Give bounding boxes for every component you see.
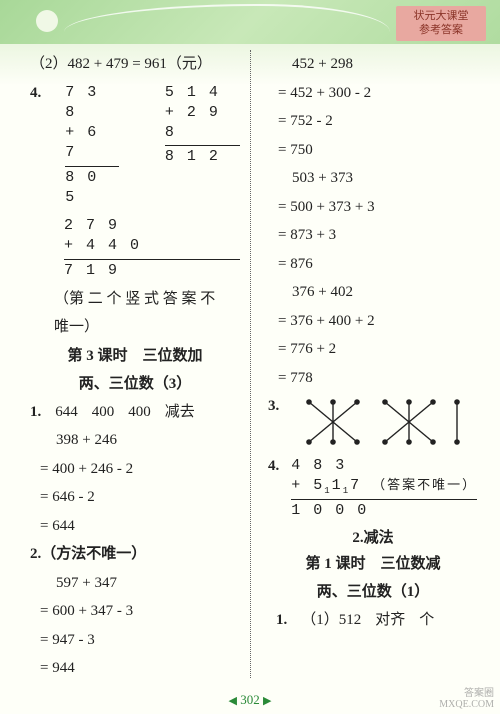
vcalc-rule: 8 1 2 <box>165 145 240 167</box>
vertical-calc-pair: 7 3 8 + 6 7 8 0 5 5 1 4 + 2 9 8 8 1 2 <box>47 79 240 213</box>
note-line1: （第 二 个 竖 式 答 案 不 <box>30 285 240 314</box>
q4-label: 4. <box>30 79 41 108</box>
q1-val: 400 <box>92 398 115 427</box>
section2-heading2: 第 1 课时 三位数减 <box>268 552 478 576</box>
q1r-label: 1. <box>276 606 287 635</box>
footer-tri-right-icon: ▶ <box>263 695 271 707</box>
eqC-start: 452 + 298 <box>268 50 478 79</box>
column-divider <box>250 50 251 678</box>
eqA-start: 398 + 246 <box>30 426 240 455</box>
q4r-label: 4. <box>268 452 279 481</box>
left-column: （2）482 + 479 = 961（元） 4. 7 3 8 + 6 7 8 0… <box>0 50 254 684</box>
eqB-start: 597 + 347 <box>30 569 240 598</box>
vcalc-rule: 1 0 0 0 <box>291 499 477 521</box>
q4r-note: （答案不唯一） <box>372 478 477 493</box>
eqE-step: = 778 <box>268 364 478 393</box>
vcalc-row: + 2 9 8 <box>165 103 240 144</box>
q3-row: 3. <box>268 392 478 452</box>
vcalc-row: + 4 4 0 <box>64 236 240 256</box>
carry-digit: 1 <box>343 486 350 496</box>
vertical-calc-4: 4 8 3 + 51117 （答案不唯一） 1 0 0 0 <box>291 456 477 522</box>
eqE-step: = 376 + 400 + 2 <box>268 307 478 336</box>
eqB-step: = 944 <box>30 654 240 683</box>
page-footer: ◀ 302 ▶ <box>0 692 500 708</box>
q1-answer-row: 1. 644 400 400 减去 <box>30 398 240 427</box>
section2-heading3: 两、三位数（1） <box>268 580 478 604</box>
vcalc-seg: 7 <box>350 477 361 494</box>
section2-heading1: 2.减法 <box>268 526 478 550</box>
vertical-calc-3: 2 7 9 + 4 4 0 7 1 9 <box>64 216 240 281</box>
eqB-step: = 600 + 347 - 3 <box>30 597 240 626</box>
header-title-box: 状元大课堂 参考答案 <box>396 6 486 41</box>
matching-diagram <box>291 394 471 450</box>
eqD-start: 503 + 373 <box>268 164 478 193</box>
vertical-calc-1: 7 3 8 + 6 7 8 0 5 <box>65 83 119 209</box>
eqA-step: = 646 - 2 <box>30 483 240 512</box>
q1-val: 减去 <box>165 398 195 427</box>
header-left-icon <box>36 10 58 32</box>
vcalc-rule: 8 0 5 <box>65 166 119 209</box>
section-heading-line2: 两、三位数（3） <box>30 372 240 396</box>
footer-tri-left-icon: ◀ <box>229 695 237 707</box>
watermark-line1: 答案圈 <box>439 688 494 699</box>
q1r-answer-row: 1. （1）512 对齐 个 <box>268 606 478 635</box>
vcalc-rule: 7 1 9 <box>64 259 240 281</box>
q3-label: 3. <box>268 392 279 421</box>
eqD-step: = 873 + 3 <box>268 221 478 250</box>
q1r-val: 对齐 <box>375 606 405 635</box>
section-heading-line1: 第 3 课时 三位数加 <box>30 344 240 368</box>
vcalc-row: 2 7 9 <box>64 216 240 236</box>
header-box-line1: 状元大课堂 <box>402 9 480 23</box>
header-box-line2: 参考答案 <box>402 23 480 37</box>
eqD-step: = 876 <box>268 250 478 279</box>
q2-line: 2.（方法不唯一） <box>30 540 240 569</box>
eqD-step: = 500 + 373 + 3 <box>268 193 478 222</box>
eqE-start: 376 + 402 <box>268 278 478 307</box>
vertical-calc-2: 5 1 4 + 2 9 8 8 1 2 <box>165 83 240 209</box>
vcalc-row: + 51117 （答案不唯一） <box>291 476 477 497</box>
vcalc-row: 5 1 4 <box>165 83 240 103</box>
watermark: 答案圈 MXQE.COM <box>439 688 494 710</box>
q4-row: 4. 7 3 8 + 6 7 8 0 5 5 1 4 + 2 9 8 8 1 2 <box>30 79 240 213</box>
eqC-step: = 452 + 300 - 2 <box>268 79 478 108</box>
vcalc-row: 4 8 3 <box>291 456 477 476</box>
vcalc-seg: + 5 <box>291 477 324 494</box>
note-line2: 唯一） <box>30 313 240 342</box>
watermark-line2: MXQE.COM <box>439 699 494 710</box>
eqC-step: = 750 <box>268 136 478 165</box>
eqE-step: = 776 + 2 <box>268 335 478 364</box>
q1-val: 400 <box>128 398 151 427</box>
carry-digit: 1 <box>324 486 331 496</box>
page-number: 302 <box>240 692 260 707</box>
q1-val: 644 <box>55 398 78 427</box>
q1-label: 1. <box>30 398 41 427</box>
vcalc-row: 7 3 8 <box>65 83 119 124</box>
eqC-step: = 752 - 2 <box>268 107 478 136</box>
q4r-row: 4. 4 8 3 + 51117 （答案不唯一） 1 0 0 0 <box>268 452 478 526</box>
eqA-step: = 644 <box>30 512 240 541</box>
answer-2-1: （2）482 + 479 = 961（元） <box>30 50 240 79</box>
q1r-val: 个 <box>419 606 434 635</box>
eqB-step: = 947 - 3 <box>30 626 240 655</box>
vcalc-row: + 6 7 <box>65 123 119 164</box>
right-column: 452 + 298 = 452 + 300 - 2 = 752 - 2 = 75… <box>254 50 500 684</box>
vcalc-seg: 1 <box>332 477 343 494</box>
eqA-step: = 400 + 246 - 2 <box>30 455 240 484</box>
q1r-val: （1）512 <box>301 606 361 635</box>
